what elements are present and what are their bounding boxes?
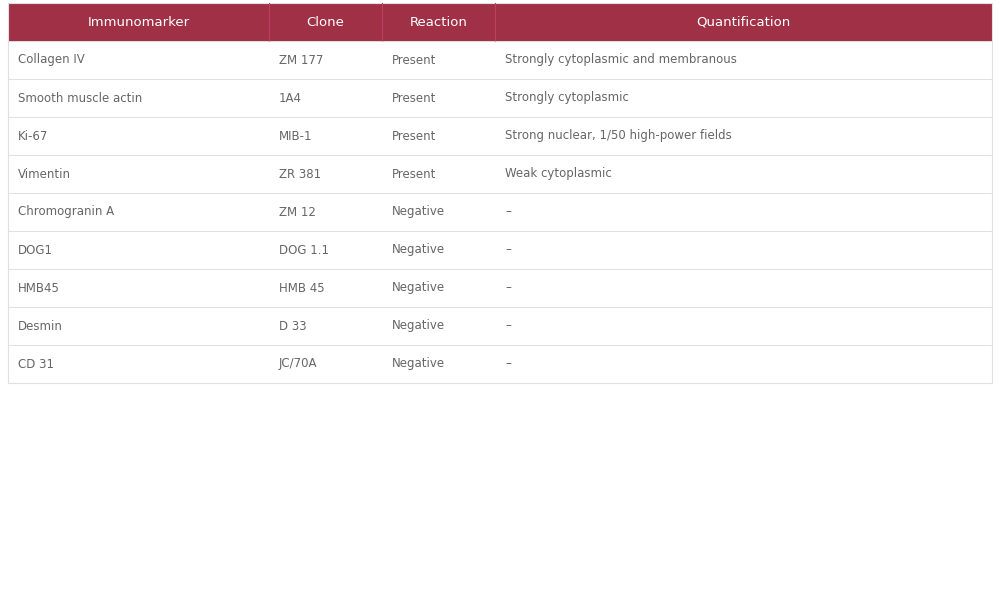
Text: Negative: Negative <box>392 358 445 370</box>
Text: Smooth muscle actin: Smooth muscle actin <box>18 91 142 104</box>
Bar <box>8 3 992 41</box>
Text: DOG 1.1: DOG 1.1 <box>279 244 329 257</box>
Text: HMB 45: HMB 45 <box>279 281 324 295</box>
Text: Negative: Negative <box>392 319 445 332</box>
Text: ZM 12: ZM 12 <box>279 205 316 218</box>
Text: –: – <box>505 281 511 295</box>
Text: JC/70A: JC/70A <box>279 358 317 370</box>
Bar <box>8 3 992 383</box>
Text: Strongly cytoplasmic and membranous: Strongly cytoplasmic and membranous <box>505 53 737 67</box>
Text: Strong nuclear, 1/50 high-power fields: Strong nuclear, 1/50 high-power fields <box>505 130 732 142</box>
Text: Collagen IV: Collagen IV <box>18 53 85 67</box>
Text: –: – <box>505 205 511 218</box>
Text: HMB45: HMB45 <box>18 281 60 295</box>
Text: Vimentin: Vimentin <box>18 167 71 181</box>
Text: Chromogranin A: Chromogranin A <box>18 205 114 218</box>
Bar <box>8 117 992 155</box>
Text: Weak cytoplasmic: Weak cytoplasmic <box>505 167 612 181</box>
Text: Present: Present <box>392 91 436 104</box>
Text: Quantification: Quantification <box>696 16 791 28</box>
Text: D 33: D 33 <box>279 319 306 332</box>
Bar <box>8 269 992 307</box>
Text: MIB-1: MIB-1 <box>279 130 312 142</box>
Text: Reaction: Reaction <box>410 16 467 28</box>
Text: –: – <box>505 244 511 257</box>
Text: DOG1: DOG1 <box>18 244 53 257</box>
Text: Negative: Negative <box>392 244 445 257</box>
Text: 1A4: 1A4 <box>279 91 302 104</box>
Text: –: – <box>505 358 511 370</box>
Bar <box>8 231 992 269</box>
Text: ZR 381: ZR 381 <box>279 167 321 181</box>
Text: ZM 177: ZM 177 <box>279 53 323 67</box>
Text: CD 31: CD 31 <box>18 358 54 370</box>
Text: Desmin: Desmin <box>18 319 63 332</box>
Bar <box>8 79 992 117</box>
Bar <box>8 345 992 383</box>
Text: Ki-67: Ki-67 <box>18 130 48 142</box>
Bar <box>8 155 992 193</box>
Text: Present: Present <box>392 130 436 142</box>
Text: Negative: Negative <box>392 281 445 295</box>
Bar <box>8 41 992 79</box>
Text: –: – <box>505 319 511 332</box>
Bar <box>8 193 992 231</box>
Text: Clone: Clone <box>306 16 344 28</box>
Text: Strongly cytoplasmic: Strongly cytoplasmic <box>505 91 629 104</box>
Text: Negative: Negative <box>392 205 445 218</box>
Text: Present: Present <box>392 53 436 67</box>
Text: Present: Present <box>392 167 436 181</box>
Text: Immunomarker: Immunomarker <box>87 16 189 28</box>
Bar <box>8 307 992 345</box>
